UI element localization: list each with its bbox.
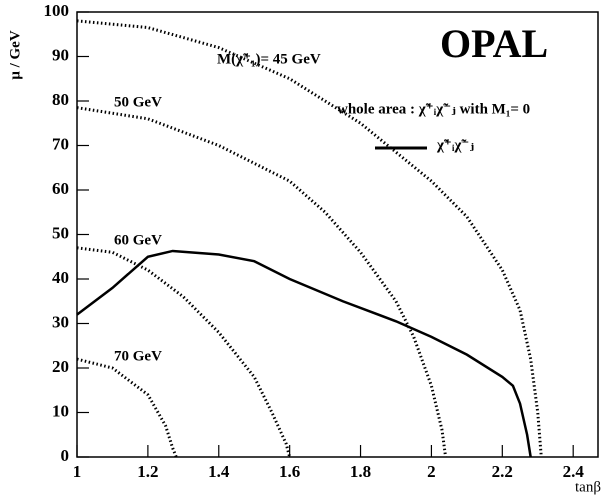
y-tick-label: 80 [52,90,69,109]
x-tick-label: 1.2 [137,462,158,481]
y-tick-label: 60 [52,179,69,198]
curve-label: M(χ̃⁺₁)= 45 GeV [217,51,321,67]
x-tick-label: 2.2 [492,462,513,481]
y-tick-label: 40 [52,268,69,287]
y-tick-label: 10 [52,401,69,420]
x-tick-label: 1 [73,462,82,481]
dotted-curve [76,246,292,458]
legend-label: χ̃⁺ᵢχ̃⁻ⱼ [436,137,474,153]
solid-curve [76,249,532,458]
chart-title: OPAL [440,21,548,66]
x-tick-label: 1.8 [350,462,371,481]
dotted-curve [76,357,178,458]
x-tick-label: 1.6 [279,462,300,481]
x-tick-label: 2.4 [563,462,585,481]
dotted-curve [76,19,543,458]
y-tick-label: 90 [52,45,69,64]
y-tick-label: 20 [52,357,69,376]
annotation: whole area : χ̃⁺ᵢχ̃⁻ⱼ with M₁= 0 [337,101,530,117]
y-tick-label: 50 [52,223,69,242]
x-axis-label: tanβ [575,479,601,495]
dotted-curve [76,106,448,458]
y-tick-label: 0 [61,446,70,465]
curve-label: 60 GeV [114,232,162,248]
x-tick-label: 1.4 [208,462,230,481]
y-tick-label: 100 [44,1,70,20]
y-tick-label: 70 [52,134,69,153]
y-tick-label: 30 [52,312,69,331]
y-axis-label: μ / GeV [7,30,23,79]
curve-label: 70 GeV [114,348,162,364]
curve-label: 50 GeV [114,94,162,110]
x-tick-label: 2 [427,462,436,481]
